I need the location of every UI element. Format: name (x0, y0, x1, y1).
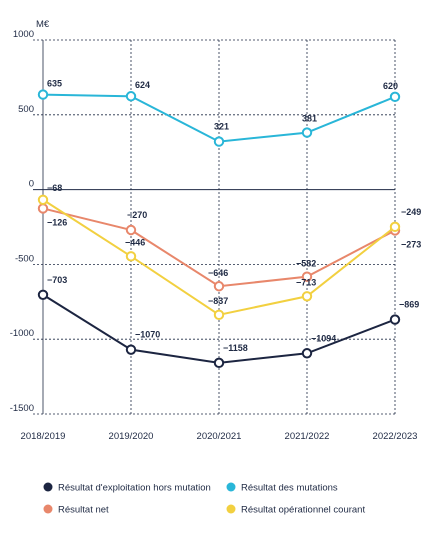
legend-label: Résultat des mutations (241, 483, 338, 494)
y-tick-label: 1000 (13, 29, 34, 40)
data-label: −837 (208, 296, 228, 306)
data-label: −646 (208, 268, 228, 278)
legend-label: Résultat opérationnel courant (241, 505, 365, 516)
legend-label: Résultat net (58, 505, 109, 516)
data-point (301, 127, 313, 138)
data-label: −126 (47, 217, 67, 227)
data-label: −270 (127, 210, 147, 220)
data-label: −869 (399, 300, 419, 310)
legend-marker (43, 504, 53, 514)
x-tick-label: 2018/2019 (21, 431, 66, 442)
x-axis-ticks: 2018/2019 2019/2020 2020/2021 2021/2022 2022… (21, 431, 418, 442)
data-point (213, 136, 225, 147)
y-axis-unit: M€ (36, 19, 50, 30)
data-point (213, 309, 225, 321)
x-tick-label: 2020/2021 (197, 431, 242, 442)
y-tick-label: -1500 (10, 403, 34, 414)
legend-label: Résultat d'exploitation hors mutation (58, 483, 211, 494)
data-label: −703 (47, 275, 67, 285)
data-label: −273 (401, 239, 421, 249)
data-point (125, 91, 137, 102)
y-tick-label: -1000 (10, 328, 34, 339)
data-label: 635 (47, 79, 62, 89)
legend: Résultat d'exploitation hors mutation Rés… (43, 482, 365, 516)
legend-marker (226, 482, 236, 492)
data-point (125, 251, 137, 262)
x-tick-label: 2022/2023 (373, 431, 418, 442)
data-labels: −703 −1070 −1158 −1094 −869 635 624 321 381 620 −1… (47, 79, 421, 353)
legend-marker (226, 504, 236, 514)
data-label: 620 (383, 81, 398, 91)
data-label: −1094 (311, 333, 336, 343)
data-point (389, 91, 401, 103)
data-point (389, 221, 401, 233)
data-label: −582 (296, 259, 316, 269)
y-tick-label: -500 (15, 253, 34, 264)
data-point (301, 271, 313, 282)
y-tick-label: 0 (29, 179, 34, 190)
y-tick-label: 500 (18, 104, 34, 115)
data-label: 624 (135, 80, 150, 90)
legend-marker (43, 482, 53, 492)
data-point (213, 357, 225, 369)
data-label: −249 (401, 207, 421, 217)
x-tick-label: 2021/2022 (285, 431, 330, 442)
data-point (301, 291, 313, 302)
x-tick-label: 2019/2020 (109, 431, 154, 442)
data-label: −1158 (223, 343, 248, 353)
series-lines (37, 89, 401, 369)
data-point (125, 344, 137, 355)
gridlines (33, 39, 396, 415)
data-label: −1070 (135, 330, 160, 340)
data-point (301, 348, 313, 359)
data-label: 381 (302, 114, 317, 124)
data-point (37, 289, 49, 300)
data-point (37, 89, 49, 100)
data-point (37, 203, 49, 214)
data-label: −68 (47, 183, 62, 193)
data-label: −446 (125, 237, 145, 247)
data-label: −713 (296, 277, 316, 287)
data-point (37, 194, 49, 205)
data-point (389, 314, 401, 325)
data-point (125, 224, 137, 236)
data-label: 321 (214, 122, 229, 132)
data-point (213, 281, 225, 292)
y-axis-ticks: 1000 500 0 -500 -1000 -1500 (10, 29, 34, 414)
